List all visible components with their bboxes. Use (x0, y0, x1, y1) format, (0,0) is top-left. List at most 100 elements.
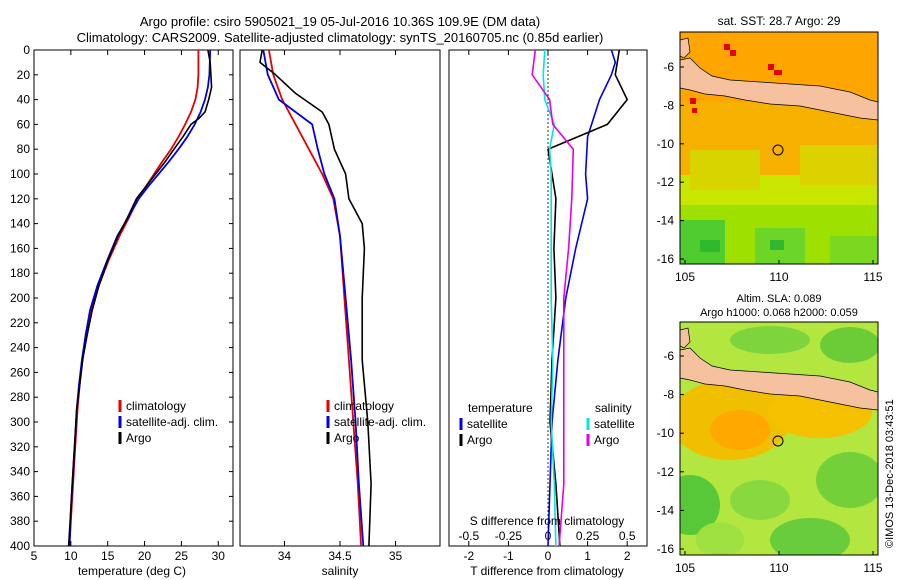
s-diff-tick-label: 0 (545, 529, 552, 543)
argo-location-marker (772, 144, 784, 156)
depth-tick-label: 300 (10, 415, 30, 429)
x-tick-label: 20 (138, 549, 152, 563)
satellite-adj-clim-line (262, 50, 365, 546)
temperature-x-label: temperature (deg C) (78, 564, 186, 578)
credit-text: ©IMOS 13-Dec-2018 03:43:51 (884, 399, 896, 548)
lat-tick-label: -12 (657, 465, 675, 479)
sst-map-lat-ticks: -6 -8 -10 -12 -14 -16 (657, 60, 684, 266)
legend-label-argo: Argo (334, 431, 360, 445)
legend-title-salinity: salinity (595, 401, 632, 415)
salinity-lines (259, 50, 372, 546)
s-diff-tick-label: -0.25 (495, 529, 523, 543)
depth-tick-label: 280 (10, 390, 30, 404)
x-tick-label: 34.5 (328, 549, 352, 563)
depth-tick-label: 360 (10, 489, 30, 503)
sla-map: Altim. SLA: 0.089 Argo h1000: 0.068 h200… (657, 293, 883, 575)
depth-tick-label: 380 (10, 514, 30, 528)
lat-tick-label: -8 (663, 98, 674, 112)
lat-tick-label: -8 (663, 388, 674, 402)
depth-tick-label: 320 (10, 440, 30, 454)
depth-tick-label: 140 (10, 217, 30, 231)
lat-tick-label: -14 (657, 503, 675, 517)
s-diff-tick-label: 0.5 (619, 529, 636, 543)
x-tick-label: 25 (175, 549, 189, 563)
panel-differences: -2 -1 0 1 2 T difference from climatology S … (448, 49, 648, 578)
sla-map-lat-ticks: -6 -8 -10 -12 -14 -16 (657, 349, 684, 556)
legend-label-climatology: climatology (126, 399, 186, 413)
depth-tick-label: 240 (10, 341, 30, 355)
depth-tick-label: 220 (10, 316, 30, 330)
legend-label-sal-argo: Argo (594, 433, 620, 447)
legend-label-sal-satellite: satellite (594, 417, 635, 431)
x-tick-label: 0 (545, 549, 552, 563)
depth-tick-label: 160 (10, 241, 30, 255)
s-diff-tick-label: 0.25 (576, 529, 600, 543)
legend-label-temp-argo: Argo (467, 433, 493, 447)
x-tick-label: 15 (101, 549, 115, 563)
depth-tick-label: 340 (10, 465, 30, 479)
sla-map-image (680, 322, 878, 555)
lon-tick-label: 115 (863, 270, 882, 284)
figure-title-line2: Climatology: CARS2009. Satellite-adjuste… (77, 30, 604, 45)
x-tick-label: 2 (624, 549, 631, 563)
x-tick-label: 35 (389, 549, 403, 563)
salinity-x-label: salinity (322, 564, 359, 578)
difference-legend: temperature satellite Argo salinity sate… (459, 401, 635, 447)
sal-satellite-diff-line (542, 50, 557, 546)
difference-x-ticks: -2 -1 0 1 2 (463, 50, 631, 563)
depth-tick-label: 120 (10, 192, 30, 206)
legend-label-temp-satellite: satellite (467, 417, 508, 431)
x-tick-label: 34 (278, 549, 292, 563)
lat-tick-label: -14 (657, 214, 675, 228)
lat-tick-label: -16 (657, 252, 675, 266)
salinity-difference-ticks: -0.5 -0.25 0 0.25 0.5 (458, 529, 635, 543)
depth-tick-label: 60 (17, 117, 31, 131)
depth-tick-label: 200 (10, 291, 30, 305)
sst-map: sat. SST: 28.7 Argo: 29 -6 -8 -10 -12 -14 -16 (657, 14, 883, 284)
legend-label-satellite: satellite-adj. clim. (334, 415, 426, 429)
depth-tick-label: 80 (17, 142, 31, 156)
temperature-x-ticks: 5 10 15 20 25 30 (31, 50, 226, 563)
lat-tick-label: -16 (657, 542, 675, 556)
sst-map-title: sat. SST: 28.7 Argo: 29 (718, 14, 841, 28)
x-tick-label: -2 (463, 549, 474, 563)
temperature-lines (67, 50, 213, 546)
x-tick-label: -1 (503, 549, 514, 563)
climatology-line (268, 50, 362, 546)
temperature-legend: climatology satellite-adj. clim. Argo (118, 399, 218, 445)
difference-lines (531, 50, 628, 546)
lon-tick-label: 110 (769, 561, 788, 575)
sla-map-title-line1: Altim. SLA: 0.089 (737, 293, 822, 305)
x-tick-label: 30 (212, 549, 226, 563)
sst-map-image (680, 32, 878, 264)
legend-label-climatology: climatology (334, 399, 394, 413)
sla-map-title-line2: Argo h1000: 0.068 h2000: 0.059 (700, 307, 858, 319)
lat-tick-label: -12 (657, 175, 675, 189)
difference-x-label: T difference from climatology (470, 564, 624, 578)
salinity-legend: climatology satellite-adj. clim. Argo (326, 399, 426, 445)
sst-map-lon-ticks: 105 110 115 (675, 260, 883, 284)
argo-line (259, 50, 372, 546)
lon-tick-label: 115 (863, 561, 882, 575)
s-diff-tick-label: -0.5 (458, 529, 479, 543)
depth-tick-label: 20 (17, 68, 31, 82)
argo-location-marker (772, 435, 784, 447)
lon-tick-label: 105 (675, 561, 695, 575)
depth-tick-label: 400 (10, 539, 30, 553)
argo-line (67, 50, 213, 546)
sla-map-lon-ticks: 105 110 115 (675, 551, 883, 575)
temp-argo-diff-line (547, 50, 628, 546)
depth-tick-label: 260 (10, 365, 30, 379)
legend-title-temperature: temperature (468, 401, 533, 415)
depth-tick-label: 0 (23, 43, 30, 57)
x-tick-label: 10 (64, 549, 78, 563)
salinity-axes-box (239, 49, 441, 547)
salinity-x-ticks: 34 34.5 35 (278, 50, 403, 563)
figure-title-line1: Argo profile: csiro 5905021_19 05-Jul-20… (140, 14, 540, 29)
panel-temperature: 0204060801001201401601802002202402602803… (10, 43, 647, 578)
salinity-difference-label: S difference from climatology (470, 514, 625, 528)
legend-label-argo: Argo (126, 431, 152, 445)
depth-tick-label: 40 (17, 93, 31, 107)
lat-tick-label: -10 (657, 426, 675, 440)
